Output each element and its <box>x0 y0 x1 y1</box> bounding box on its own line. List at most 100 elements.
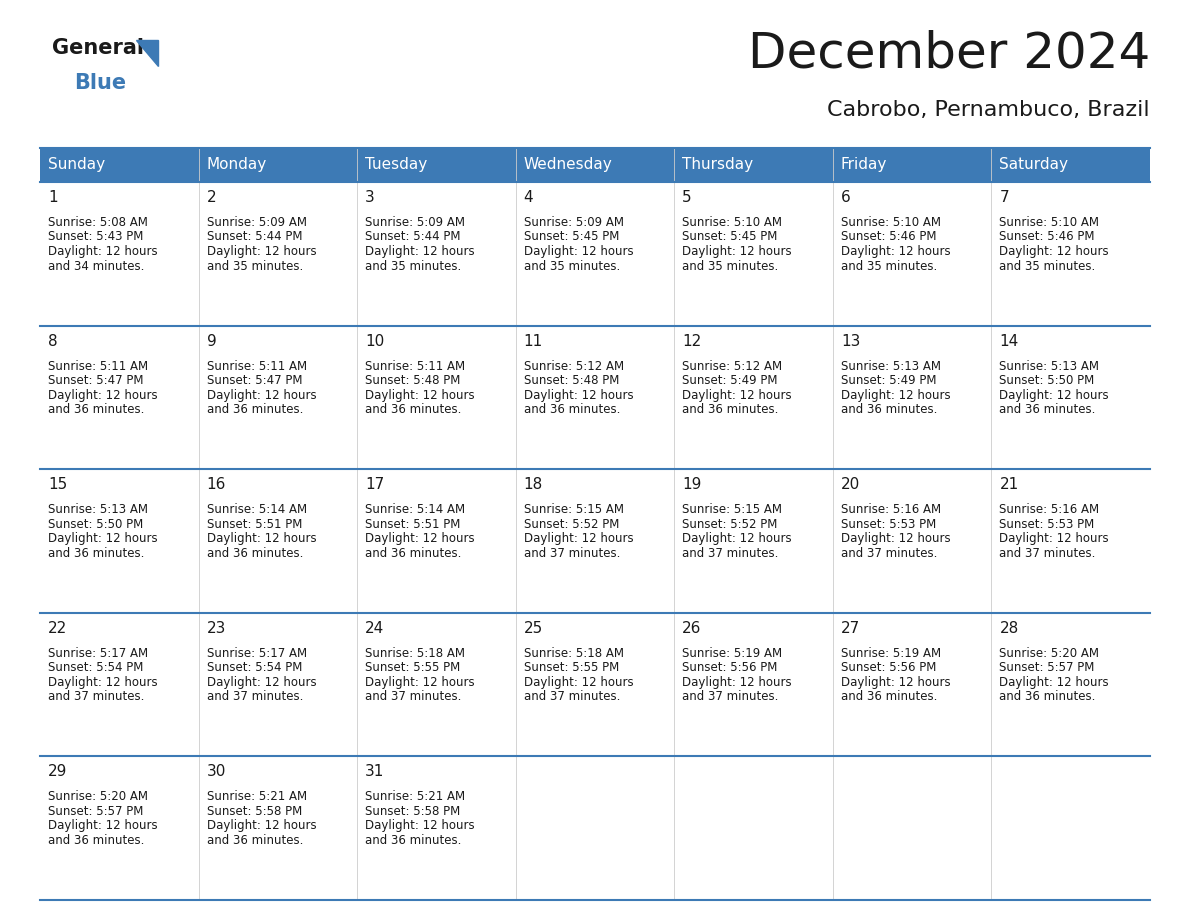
Text: and 36 minutes.: and 36 minutes. <box>841 690 937 703</box>
Text: Sunrise: 5:11 AM: Sunrise: 5:11 AM <box>207 360 307 373</box>
Text: 20: 20 <box>841 477 860 492</box>
Text: Daylight: 12 hours: Daylight: 12 hours <box>365 388 475 401</box>
Bar <box>516 469 675 613</box>
Text: Sunset: 5:56 PM: Sunset: 5:56 PM <box>682 661 778 675</box>
Text: and 36 minutes.: and 36 minutes. <box>207 834 303 847</box>
Text: 25: 25 <box>524 621 543 636</box>
Text: Sunrise: 5:14 AM: Sunrise: 5:14 AM <box>207 503 307 516</box>
Bar <box>675 148 833 182</box>
Text: Daylight: 12 hours: Daylight: 12 hours <box>207 676 316 688</box>
Text: 19: 19 <box>682 477 702 492</box>
Text: Sunset: 5:49 PM: Sunset: 5:49 PM <box>841 375 936 387</box>
Text: Sunset: 5:44 PM: Sunset: 5:44 PM <box>207 230 302 243</box>
Text: Daylight: 12 hours: Daylight: 12 hours <box>999 245 1110 258</box>
Text: Sunset: 5:54 PM: Sunset: 5:54 PM <box>207 661 302 675</box>
Bar <box>675 182 833 326</box>
Text: Sunset: 5:58 PM: Sunset: 5:58 PM <box>365 805 461 818</box>
Text: Sunset: 5:55 PM: Sunset: 5:55 PM <box>524 661 619 675</box>
Text: Sunrise: 5:17 AM: Sunrise: 5:17 AM <box>48 647 148 660</box>
Text: Sunrise: 5:15 AM: Sunrise: 5:15 AM <box>682 503 782 516</box>
Text: Daylight: 12 hours: Daylight: 12 hours <box>841 532 950 545</box>
Bar <box>358 756 516 900</box>
Text: Daylight: 12 hours: Daylight: 12 hours <box>682 676 792 688</box>
Text: Sunrise: 5:19 AM: Sunrise: 5:19 AM <box>682 647 783 660</box>
Text: Sunrise: 5:21 AM: Sunrise: 5:21 AM <box>365 790 466 803</box>
Text: and 36 minutes.: and 36 minutes. <box>841 403 937 416</box>
Text: and 36 minutes.: and 36 minutes. <box>999 403 1095 416</box>
Bar <box>40 756 198 900</box>
Text: Sunrise: 5:09 AM: Sunrise: 5:09 AM <box>365 216 466 229</box>
Text: Sunset: 5:48 PM: Sunset: 5:48 PM <box>524 375 619 387</box>
Text: Sunset: 5:56 PM: Sunset: 5:56 PM <box>841 661 936 675</box>
Text: Sunrise: 5:18 AM: Sunrise: 5:18 AM <box>524 647 624 660</box>
Bar <box>992 756 1150 900</box>
Text: and 36 minutes.: and 36 minutes. <box>365 547 461 560</box>
Text: 28: 28 <box>999 621 1018 636</box>
Bar <box>992 469 1150 613</box>
Text: 11: 11 <box>524 333 543 349</box>
Text: and 36 minutes.: and 36 minutes. <box>48 834 145 847</box>
Bar <box>358 326 516 469</box>
Text: 6: 6 <box>841 190 851 205</box>
Text: 29: 29 <box>48 765 68 779</box>
Bar <box>833 613 992 756</box>
Text: and 36 minutes.: and 36 minutes. <box>365 834 461 847</box>
Text: and 37 minutes.: and 37 minutes. <box>524 690 620 703</box>
Text: Daylight: 12 hours: Daylight: 12 hours <box>48 820 158 833</box>
Text: Daylight: 12 hours: Daylight: 12 hours <box>841 245 950 258</box>
Text: Saturday: Saturday <box>999 158 1068 173</box>
Text: and 36 minutes.: and 36 minutes. <box>207 547 303 560</box>
Text: Sunset: 5:51 PM: Sunset: 5:51 PM <box>207 518 302 531</box>
Text: 3: 3 <box>365 190 375 205</box>
Text: 2: 2 <box>207 190 216 205</box>
Text: 8: 8 <box>48 333 58 349</box>
Text: and 34 minutes.: and 34 minutes. <box>48 260 145 273</box>
Text: Daylight: 12 hours: Daylight: 12 hours <box>48 532 158 545</box>
Text: and 37 minutes.: and 37 minutes. <box>682 690 778 703</box>
Text: 21: 21 <box>999 477 1018 492</box>
Text: Daylight: 12 hours: Daylight: 12 hours <box>999 532 1110 545</box>
Text: and 36 minutes.: and 36 minutes. <box>999 690 1095 703</box>
Text: and 35 minutes.: and 35 minutes. <box>524 260 620 273</box>
Text: Sunrise: 5:12 AM: Sunrise: 5:12 AM <box>682 360 783 373</box>
Text: Daylight: 12 hours: Daylight: 12 hours <box>48 388 158 401</box>
Text: Sunset: 5:53 PM: Sunset: 5:53 PM <box>841 518 936 531</box>
Text: Sunset: 5:46 PM: Sunset: 5:46 PM <box>999 230 1095 243</box>
Bar <box>833 469 992 613</box>
Bar <box>992 613 1150 756</box>
Text: 13: 13 <box>841 333 860 349</box>
Text: and 35 minutes.: and 35 minutes. <box>682 260 778 273</box>
Text: Daylight: 12 hours: Daylight: 12 hours <box>207 388 316 401</box>
Bar <box>516 326 675 469</box>
Bar <box>40 182 198 326</box>
Text: 14: 14 <box>999 333 1018 349</box>
Text: and 36 minutes.: and 36 minutes. <box>207 403 303 416</box>
Bar <box>516 613 675 756</box>
Text: Sunrise: 5:14 AM: Sunrise: 5:14 AM <box>365 503 466 516</box>
Text: Daylight: 12 hours: Daylight: 12 hours <box>524 676 633 688</box>
Text: Sunrise: 5:16 AM: Sunrise: 5:16 AM <box>999 503 1100 516</box>
Text: Sunrise: 5:10 AM: Sunrise: 5:10 AM <box>841 216 941 229</box>
Text: Sunrise: 5:19 AM: Sunrise: 5:19 AM <box>841 647 941 660</box>
Text: Daylight: 12 hours: Daylight: 12 hours <box>207 245 316 258</box>
Text: Sunset: 5:47 PM: Sunset: 5:47 PM <box>48 375 144 387</box>
Text: Friday: Friday <box>841 158 887 173</box>
Bar <box>198 148 358 182</box>
Text: Sunset: 5:58 PM: Sunset: 5:58 PM <box>207 805 302 818</box>
Text: Sunset: 5:48 PM: Sunset: 5:48 PM <box>365 375 461 387</box>
Text: Sunset: 5:57 PM: Sunset: 5:57 PM <box>48 805 144 818</box>
Text: 18: 18 <box>524 477 543 492</box>
Bar <box>198 326 358 469</box>
Text: 5: 5 <box>682 190 691 205</box>
Text: Sunrise: 5:11 AM: Sunrise: 5:11 AM <box>48 360 148 373</box>
Text: Sunrise: 5:13 AM: Sunrise: 5:13 AM <box>841 360 941 373</box>
Text: Sunset: 5:54 PM: Sunset: 5:54 PM <box>48 661 144 675</box>
Text: 23: 23 <box>207 621 226 636</box>
Text: 16: 16 <box>207 477 226 492</box>
Text: Sunrise: 5:16 AM: Sunrise: 5:16 AM <box>841 503 941 516</box>
Bar <box>516 148 675 182</box>
Text: Daylight: 12 hours: Daylight: 12 hours <box>207 820 316 833</box>
Bar <box>40 326 198 469</box>
Text: Sunset: 5:50 PM: Sunset: 5:50 PM <box>48 518 144 531</box>
Bar <box>833 182 992 326</box>
